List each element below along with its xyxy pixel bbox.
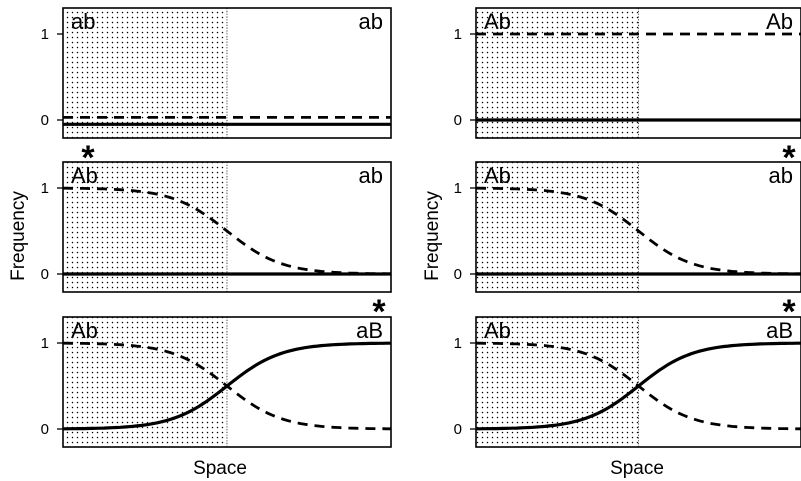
panel-frame <box>475 316 801 448</box>
panel-frame <box>62 7 392 139</box>
y-axis-label-right: Frequency <box>422 191 443 281</box>
panel-middle-right: 0 1 Ab ab * <box>454 161 801 331</box>
y-tick-label-1: 1 <box>454 335 462 352</box>
series-line-solid <box>63 341 391 431</box>
corner-label-left: Ab <box>71 163 98 188</box>
corner-label-right: ab <box>359 163 383 188</box>
panel-bottom-left: 0 1 Ab aB <box>41 316 392 448</box>
panel-frame <box>62 316 392 448</box>
series-line-solid <box>476 341 801 431</box>
y-tick-label-0: 0 <box>41 112 49 129</box>
corner-label-right: aB <box>356 318 383 343</box>
shaded-region <box>476 8 639 138</box>
y-tick-label-0: 0 <box>454 266 462 283</box>
corner-label-left: Ab <box>484 9 511 34</box>
y-tick-label-1: 1 <box>41 180 49 197</box>
panel-frame <box>475 161 801 293</box>
y-tick-label-1: 1 <box>41 26 49 43</box>
corner-label-left: Ab <box>484 318 511 343</box>
corner-label-left: Ab <box>71 318 98 343</box>
x-axis-label-right: Space <box>610 458 664 479</box>
y-tick-label-1: 1 <box>41 335 49 352</box>
shaded-region <box>476 162 639 292</box>
star-marker: * <box>782 293 796 331</box>
panel-frame <box>62 161 392 293</box>
corner-label-right: aB <box>766 318 793 343</box>
star-marker: * <box>782 139 796 177</box>
y-tick-label-0: 0 <box>41 266 49 283</box>
corner-label-right: ab <box>769 163 793 188</box>
panel-frame <box>475 7 801 139</box>
y-tick-label-0: 0 <box>454 112 462 129</box>
y-axis-label-left: Frequency <box>8 191 29 281</box>
corner-label-left: ab <box>71 9 95 34</box>
panel-top-right: 0 1 Ab Ab * <box>454 7 801 177</box>
y-tick-label-0: 0 <box>41 421 49 438</box>
corner-label-right: Ab <box>766 9 793 34</box>
x-axis-label-left: Space <box>193 458 247 479</box>
y-tick-label-1: 1 <box>454 26 462 43</box>
y-tick-label-0: 0 <box>454 421 462 438</box>
corner-label-left: Ab <box>484 163 511 188</box>
corner-label-right: ab <box>359 9 383 34</box>
panel-bottom-right: 0 1 Ab aB <box>454 316 801 448</box>
star-marker: * <box>372 293 386 331</box>
panel-middle-left: 0 1 Ab ab * <box>41 161 392 331</box>
y-tick-label-1: 1 <box>454 180 462 197</box>
shaded-region <box>63 162 227 292</box>
